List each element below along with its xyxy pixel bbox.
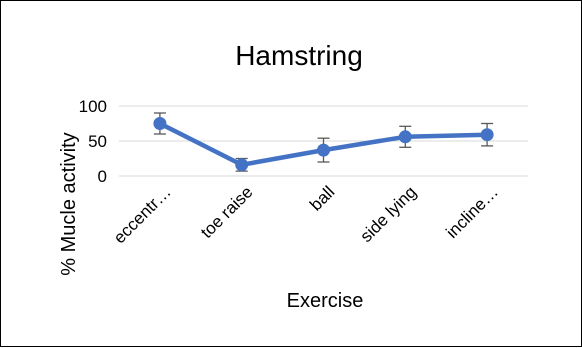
chart-title: Hamstring (235, 40, 363, 71)
data-point-0 (153, 117, 167, 130)
y-tick-label-0: 0 (98, 167, 107, 186)
x-tick-label-0: eccentr… (110, 182, 175, 247)
x-tick-label-2: ball (306, 182, 338, 214)
y-axis-title: % Mucle activity (58, 132, 80, 275)
y-tick-label-1: 50 (88, 132, 107, 151)
data-point-4 (480, 128, 494, 142)
data-point-1 (235, 158, 249, 172)
x-axis-title: Exercise (287, 290, 364, 312)
error-bars (153, 112, 494, 172)
x-tick-label-3: side lying (357, 182, 421, 246)
x-tick-label-1: toe raise (197, 182, 257, 242)
y-axis-ticks: 0 50 100 (79, 97, 107, 186)
x-axis-ticks: eccentr… toe raise ball side lying incline… (110, 182, 502, 247)
y-tick-label-2: 100 (79, 97, 107, 116)
data-point-2 (317, 143, 330, 157)
data-points (153, 117, 494, 172)
data-point-3 (398, 130, 412, 144)
x-tick-label-4: incline… (442, 182, 502, 242)
